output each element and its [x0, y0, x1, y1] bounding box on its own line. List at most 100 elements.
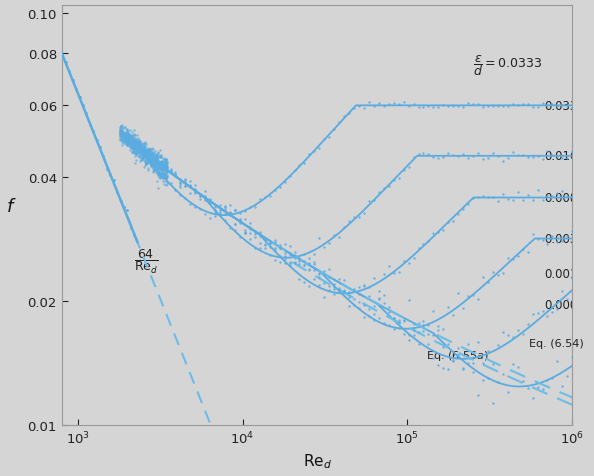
Point — [364, 306, 374, 313]
Point — [126, 139, 135, 147]
Point — [130, 138, 140, 146]
Point — [117, 136, 127, 143]
Point — [181, 177, 190, 185]
Point — [160, 167, 170, 174]
Point — [138, 145, 148, 152]
Point — [127, 138, 137, 145]
Point — [158, 173, 168, 181]
Point — [157, 169, 167, 177]
Point — [99, 153, 108, 160]
Point — [255, 233, 264, 240]
Point — [160, 156, 169, 164]
Point — [143, 149, 153, 157]
Point — [220, 217, 230, 225]
Point — [146, 150, 156, 158]
Point — [139, 146, 148, 154]
Point — [523, 321, 532, 328]
Point — [125, 141, 135, 149]
Point — [154, 158, 163, 165]
Point — [155, 165, 165, 173]
Point — [124, 134, 133, 142]
Point — [339, 287, 349, 294]
Point — [75, 94, 84, 101]
Point — [130, 143, 140, 150]
Point — [132, 147, 141, 154]
Point — [120, 131, 129, 139]
Point — [162, 167, 171, 175]
Point — [132, 146, 142, 153]
Point — [148, 159, 158, 167]
Point — [140, 153, 150, 160]
Point — [151, 168, 160, 175]
Point — [160, 163, 169, 171]
Point — [123, 139, 132, 146]
Point — [128, 146, 138, 153]
Point — [156, 165, 165, 173]
Point — [159, 164, 168, 172]
Point — [146, 152, 155, 160]
Point — [149, 158, 159, 166]
Text: 0.00397: 0.00397 — [545, 232, 593, 246]
Point — [235, 220, 245, 228]
Point — [119, 134, 128, 142]
Point — [548, 151, 557, 159]
Point — [150, 155, 159, 162]
Point — [155, 153, 165, 160]
Point — [523, 192, 532, 199]
Point — [128, 149, 137, 157]
Point — [141, 149, 151, 157]
Point — [161, 161, 170, 169]
Point — [131, 141, 140, 149]
Point — [369, 197, 378, 204]
Point — [145, 161, 154, 169]
Point — [305, 259, 314, 267]
Point — [124, 133, 133, 141]
Point — [156, 171, 166, 179]
Point — [128, 136, 138, 143]
Point — [131, 145, 141, 152]
Point — [409, 101, 418, 109]
Text: 0.00833: 0.00833 — [545, 192, 593, 205]
Point — [154, 162, 164, 170]
Point — [121, 131, 131, 139]
Point — [137, 149, 147, 157]
Point — [538, 237, 547, 244]
Point — [118, 135, 128, 142]
Point — [142, 152, 151, 160]
Point — [144, 158, 153, 166]
Point — [543, 193, 552, 200]
Point — [374, 315, 384, 322]
Point — [300, 278, 309, 286]
Point — [162, 170, 171, 178]
Point — [120, 130, 129, 138]
Point — [125, 137, 134, 144]
Point — [463, 100, 473, 108]
Point — [131, 140, 140, 148]
Point — [444, 304, 453, 311]
Point — [220, 210, 230, 218]
Point — [159, 169, 168, 177]
Point — [157, 152, 166, 160]
Text: Eq. (6.54): Eq. (6.54) — [529, 338, 584, 348]
Point — [240, 227, 249, 234]
Point — [270, 238, 279, 246]
Point — [394, 317, 403, 324]
Point — [280, 253, 289, 260]
Point — [153, 185, 162, 193]
Point — [379, 291, 388, 299]
Point — [152, 169, 162, 177]
Point — [139, 147, 148, 154]
Point — [144, 153, 153, 161]
Point — [134, 138, 144, 145]
Point — [135, 148, 145, 155]
Point — [143, 157, 153, 164]
Point — [119, 133, 129, 140]
Point — [154, 164, 164, 171]
Point — [195, 206, 205, 213]
Point — [125, 139, 135, 146]
Point — [438, 344, 448, 351]
Point — [473, 150, 483, 158]
Point — [158, 173, 168, 181]
Point — [134, 139, 143, 147]
Point — [498, 328, 508, 336]
